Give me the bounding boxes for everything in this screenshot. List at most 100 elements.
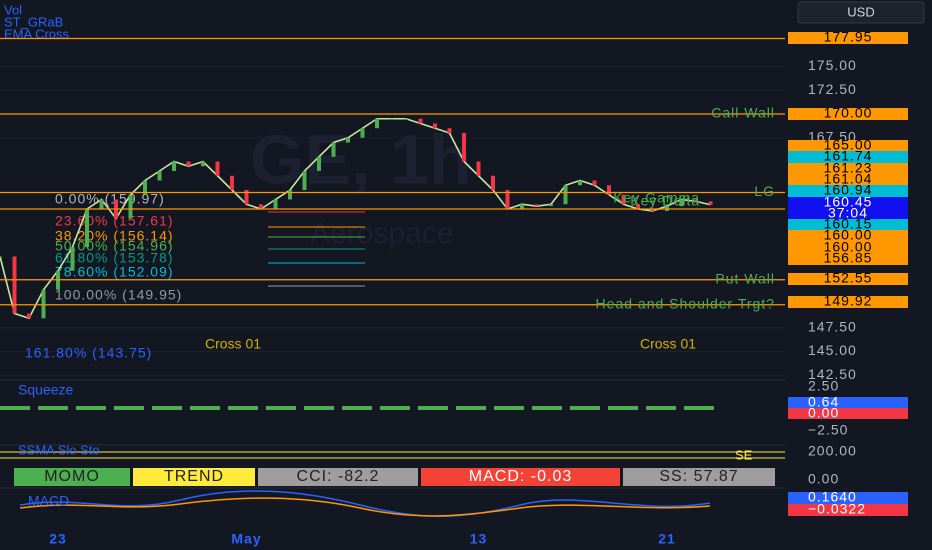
status-label: TREND [164,468,224,485]
level-name: Key Gamma [613,189,700,205]
x-tick-label: 21 [658,531,676,547]
price-box [788,163,908,175]
candle [172,161,176,171]
price-box [788,140,908,152]
candle [201,161,205,167]
y-tick-label: 147.50 [808,318,857,334]
candle [128,194,133,219]
x-tick-label: May [231,531,261,547]
candle [375,118,379,129]
candle [244,190,249,205]
price-box [788,174,908,186]
candle [12,256,17,314]
candle [186,161,191,167]
pane-title: SSMA Slo Sto [18,442,100,457]
status-label: SS: 57.87 [659,468,738,485]
candle [694,199,698,202]
x-tick-label: 23 [49,531,67,547]
currency-button[interactable] [797,1,925,24]
status-cell [133,468,255,486]
pane-tag: SE [735,447,753,462]
pane-box [788,492,908,504]
level-name: Head and Shoulder Trgt? [596,295,775,311]
pane-box-label: 0.00 [808,405,839,421]
pane-box [788,397,908,408]
price-label: 160.45 [824,194,873,210]
fib-label: 50.00% (154.96) [55,238,174,254]
legend-item: ST_GRaB [4,14,63,29]
price-box [788,197,908,209]
legend-item: Vol [4,2,22,17]
price-label: 156.85 [824,250,873,266]
pane-box [788,408,908,419]
pane-box [788,504,908,516]
countdown-box [788,208,908,219]
candle [607,185,611,195]
pane-box-label: 0.1640 [808,489,857,505]
price-label: 149.92 [824,293,873,309]
price-label: 177.95 [824,29,873,45]
pane-box-label: 0.64 [808,394,839,410]
candle [27,313,31,319]
price-label: 152.55 [824,270,873,286]
fib-label: 0.00% (159.97) [55,191,165,207]
legend-item: EMA Cross [4,26,70,41]
candle [650,209,655,211]
candle [433,123,437,129]
candle [491,175,495,190]
level-name: Call Wall [711,105,775,121]
candle [70,247,75,271]
candle [621,194,626,205]
status-label: CCI: -82.2 [297,468,380,485]
candle [85,209,89,247]
fib-label: 38.20% (156.14) [55,228,174,244]
price-box [788,219,908,231]
candle [404,118,408,120]
pane-title: MACD [28,493,69,509]
candle [534,204,539,207]
fib-label: 78.60% (152.09) [55,264,174,280]
candle [447,128,452,133]
price-box [788,32,908,44]
cross-label: Cross 01 [640,336,696,352]
price-box [788,151,908,163]
countdown: 37:04 [828,205,868,221]
price-label: 161.74 [824,148,873,164]
candle [346,137,350,143]
candle [708,201,713,205]
candle [41,289,46,319]
price-box [788,296,908,308]
candle [505,190,510,209]
candle [273,199,278,209]
signal-line [19,497,711,517]
status-cell [623,468,775,486]
candle [302,171,307,190]
macd-line [19,490,711,517]
candle [520,204,524,209]
x-tick-label: 13 [470,531,488,547]
currency: USD [847,4,874,19]
price-line [0,117,711,320]
fib-label: 161.80% (143.75) [25,345,152,361]
candle [317,156,321,171]
candle [592,180,597,186]
candle [259,204,263,209]
price-box [788,185,908,197]
pane-tick: 2.50 [808,378,839,394]
candle [679,199,684,207]
level-name: LG [754,183,775,199]
candle [0,256,2,258]
price-box [788,242,908,254]
candle [636,204,640,209]
y-tick-label: 142.50 [808,366,857,382]
cross-label: Cross 01 [205,336,261,352]
price-box [788,230,908,242]
fib-label: 100.00% (149.95) [55,287,182,303]
candle [99,199,104,209]
pane-tick: 0.00 [808,471,839,487]
price-label: 160.00 [824,227,873,243]
level-name: Key Delta [630,192,700,208]
status-label: MACD: -0.03 [469,468,572,485]
price-label: 165.00 [824,137,873,153]
